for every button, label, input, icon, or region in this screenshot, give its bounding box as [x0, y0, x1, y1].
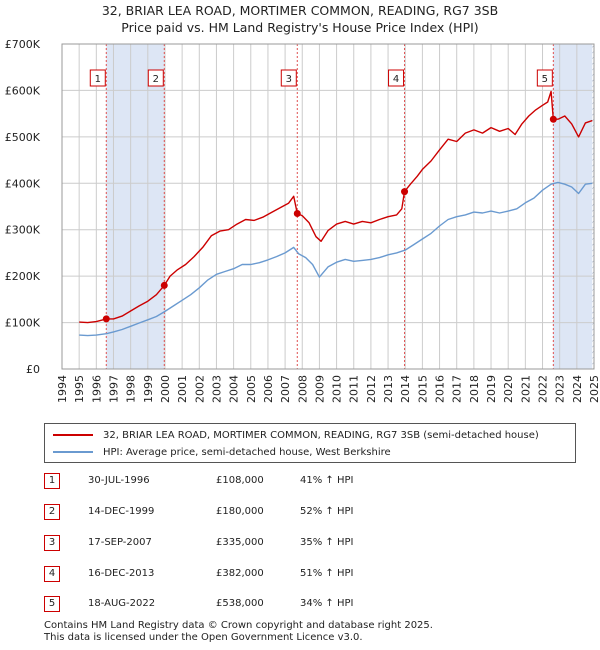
- y-tick-label: £0: [26, 363, 40, 376]
- x-tick-label: 2017: [451, 375, 464, 403]
- legend-swatch-property: [53, 434, 93, 436]
- x-tick-label: 2025: [588, 375, 600, 403]
- y-tick-label: £100K: [5, 317, 41, 330]
- x-tick-label: 2016: [434, 375, 447, 403]
- sale-hpi-change: 41% ↑ HPI: [300, 475, 354, 486]
- table-row: 3 17-SEP-2007 £335,000 35% ↑ HPI: [44, 534, 444, 554]
- sale-point: [401, 188, 409, 196]
- sale-label-box: [536, 69, 553, 87]
- sale-hpi-change: 34% ↑ HPI: [300, 598, 354, 609]
- sale-number-badge: 2: [44, 504, 60, 520]
- sale-label-box: [388, 69, 405, 87]
- sale-label-text: 1: [95, 74, 101, 85]
- x-tick-label: 2010: [331, 375, 344, 403]
- sale-point: [293, 209, 301, 217]
- legend-label-hpi: HPI: Average price, semi-detached house,…: [103, 446, 391, 458]
- x-tick-label: 1999: [142, 375, 155, 403]
- table-row: 2 14-DEC-1999 £180,000 52% ↑ HPI: [44, 503, 444, 523]
- x-tick-label: 2021: [519, 375, 532, 403]
- chart-legend: 32, BRIAR LEA ROAD, MORTIMER COMMON, REA…: [44, 423, 576, 463]
- legend-swatch-hpi: [53, 451, 93, 453]
- x-tick-label: 2001: [176, 375, 189, 403]
- sale-point: [102, 315, 110, 323]
- x-tick-label: 2002: [193, 375, 206, 403]
- y-tick-label: £200K: [5, 270, 41, 283]
- property-price-line: [79, 90, 593, 324]
- hpi-line: [79, 181, 593, 337]
- table-row: 5 18-AUG-2022 £538,000 34% ↑ HPI: [44, 595, 444, 615]
- x-tick-label: 2003: [210, 375, 223, 403]
- x-tick-label: 2019: [485, 375, 498, 403]
- x-tick-label: 1998: [125, 375, 138, 403]
- x-tick-label: 2006: [262, 375, 275, 403]
- x-tick-label: 2014: [399, 375, 412, 403]
- y-tick-label: £500K: [5, 131, 41, 144]
- plot-frame: [61, 43, 595, 370]
- x-tick-label: 2000: [159, 375, 172, 403]
- sale-number-badge: 4: [44, 566, 60, 582]
- legend-item-hpi: HPI: Average price, semi-detached house,…: [53, 444, 391, 460]
- price-chart: 1 2 3 4 5 £0 £100K £200K £300K £400K £500K £600K £70…: [5, 38, 600, 403]
- sale-hpi-change: 35% ↑ HPI: [300, 537, 354, 548]
- sale-price: £335,000: [216, 537, 264, 548]
- x-tick-label: 2008: [296, 375, 309, 403]
- sale-hpi-change: 51% ↑ HPI: [300, 568, 354, 579]
- sale-label-text: 2: [153, 74, 159, 85]
- sale-date: 30-JUL-1996: [88, 475, 150, 486]
- sale-date: 18-AUG-2022: [88, 598, 156, 609]
- x-tick-label: 2024: [571, 375, 584, 403]
- chart-title-line1: 32, BRIAR LEA ROAD, MORTIMER COMMON, REA…: [101, 3, 499, 18]
- x-tick-label: 2022: [537, 375, 550, 403]
- sale-label-box: [89, 69, 106, 87]
- sale-label-box: [280, 69, 297, 87]
- sale-price: £180,000: [216, 506, 264, 517]
- chart-title-line2: Price paid vs. HM Land Registry's House …: [121, 20, 479, 35]
- x-tick-label: 2023: [554, 375, 567, 403]
- x-tick-label: 2015: [416, 375, 429, 403]
- x-tick-label: 2007: [279, 375, 292, 403]
- sale-label-text: 3: [286, 74, 292, 85]
- y-tick-label: £700K: [5, 38, 41, 51]
- sale-point: [549, 115, 557, 123]
- x-tick-label: 2012: [365, 375, 378, 403]
- x-tick-label: 2020: [502, 375, 515, 403]
- x-tick-label: 2005: [245, 375, 258, 403]
- forecast-hatch: [592, 44, 594, 369]
- sale-date: 14-DEC-1999: [88, 506, 155, 517]
- sale-hpi-change: 52% ↑ HPI: [300, 506, 354, 517]
- x-tick-label: 1995: [73, 375, 86, 403]
- sale-date: 17-SEP-2007: [88, 537, 152, 548]
- x-tick-label: 2011: [348, 375, 361, 403]
- table-row: 1 30-JUL-1996 £108,000 41% ↑ HPI: [44, 472, 444, 492]
- sale-number-badge: 1: [44, 473, 60, 489]
- sale-label-text: 4: [393, 74, 399, 85]
- footer-copyright: Contains HM Land Registry data © Crown c…: [44, 620, 433, 631]
- x-tick-label: 2013: [382, 375, 395, 403]
- shaded-period: [553, 44, 593, 369]
- y-tick-label: £300K: [5, 224, 41, 237]
- sale-price: £382,000: [216, 568, 264, 579]
- legend-label-property: 32, BRIAR LEA ROAD, MORTIMER COMMON, REA…: [103, 429, 539, 441]
- sale-label-box: [147, 69, 164, 87]
- x-tick-label: 1994: [56, 375, 69, 403]
- x-tick-label: 2009: [313, 375, 326, 403]
- sale-price: £108,000: [216, 475, 264, 486]
- sale-label-text: 5: [542, 74, 548, 85]
- sale-point: [160, 281, 168, 289]
- sale-date: 16-DEC-2013: [88, 568, 155, 579]
- x-tick-label: 2004: [228, 375, 241, 403]
- sale-number-badge: 3: [44, 535, 60, 551]
- footer-licence: This data is licensed under the Open Gov…: [44, 632, 363, 643]
- x-tick-label: 2018: [468, 375, 481, 403]
- table-row: 4 16-DEC-2013 £382,000 51% ↑ HPI: [44, 565, 444, 585]
- y-tick-label: £400K: [5, 177, 41, 190]
- legend-item-property: 32, BRIAR LEA ROAD, MORTIMER COMMON, REA…: [53, 427, 539, 443]
- x-tick-label: 1997: [107, 375, 120, 403]
- y-tick-label: £600K: [5, 84, 41, 97]
- shaded-period: [106, 44, 165, 369]
- x-tick-label: 1996: [90, 375, 103, 403]
- sale-price: £538,000: [216, 598, 264, 609]
- sale-number-badge: 5: [44, 596, 60, 612]
